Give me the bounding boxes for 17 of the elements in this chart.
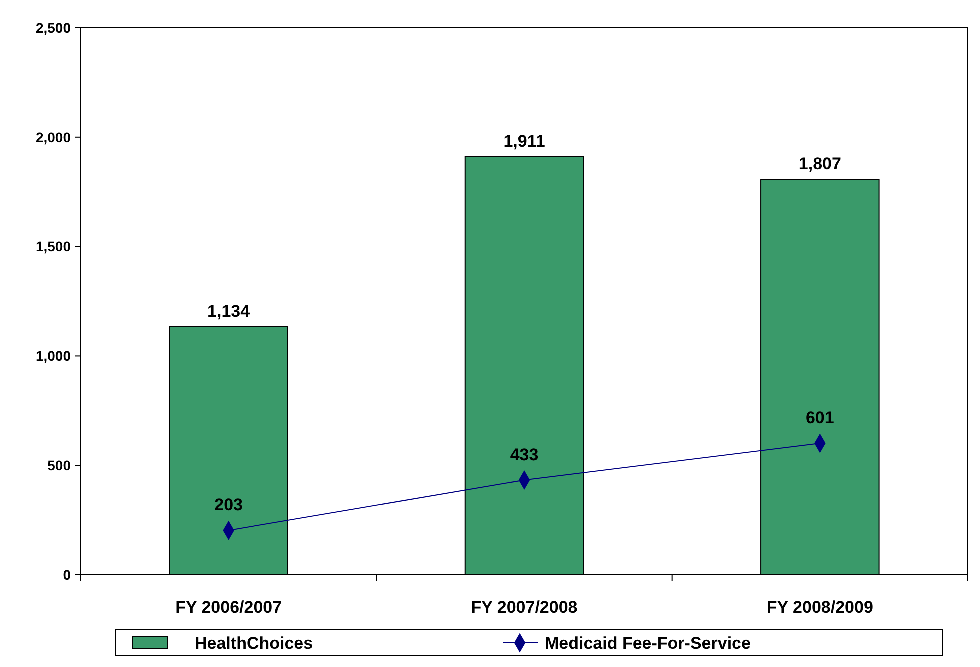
legend-label: HealthChoices (195, 634, 314, 653)
y-tick-label: 1,000 (36, 348, 72, 364)
y-tick-label: 2,500 (36, 20, 72, 36)
x-tick-label: FY 2008/2009 (766, 598, 874, 617)
x-tick-label: FY 2006/2007 (176, 598, 282, 617)
data-label: 433 (510, 445, 539, 464)
y-tick-label: 500 (48, 458, 72, 474)
data-label: 1,134 (208, 302, 251, 321)
data-label: 601 (806, 408, 834, 428)
data-label: 1,911 (504, 132, 546, 151)
y-tick-label: 1,500 (36, 238, 72, 255)
y-tick-label: 2,000 (36, 129, 72, 146)
data-label: 203 (214, 496, 244, 515)
data-label: 1,807 (798, 154, 842, 174)
x-tick-label: FY 2007/2008 (471, 598, 578, 617)
y-tick-label: 0 (63, 566, 72, 583)
legend-label: Medicaid Fee-For-Service (545, 634, 751, 653)
